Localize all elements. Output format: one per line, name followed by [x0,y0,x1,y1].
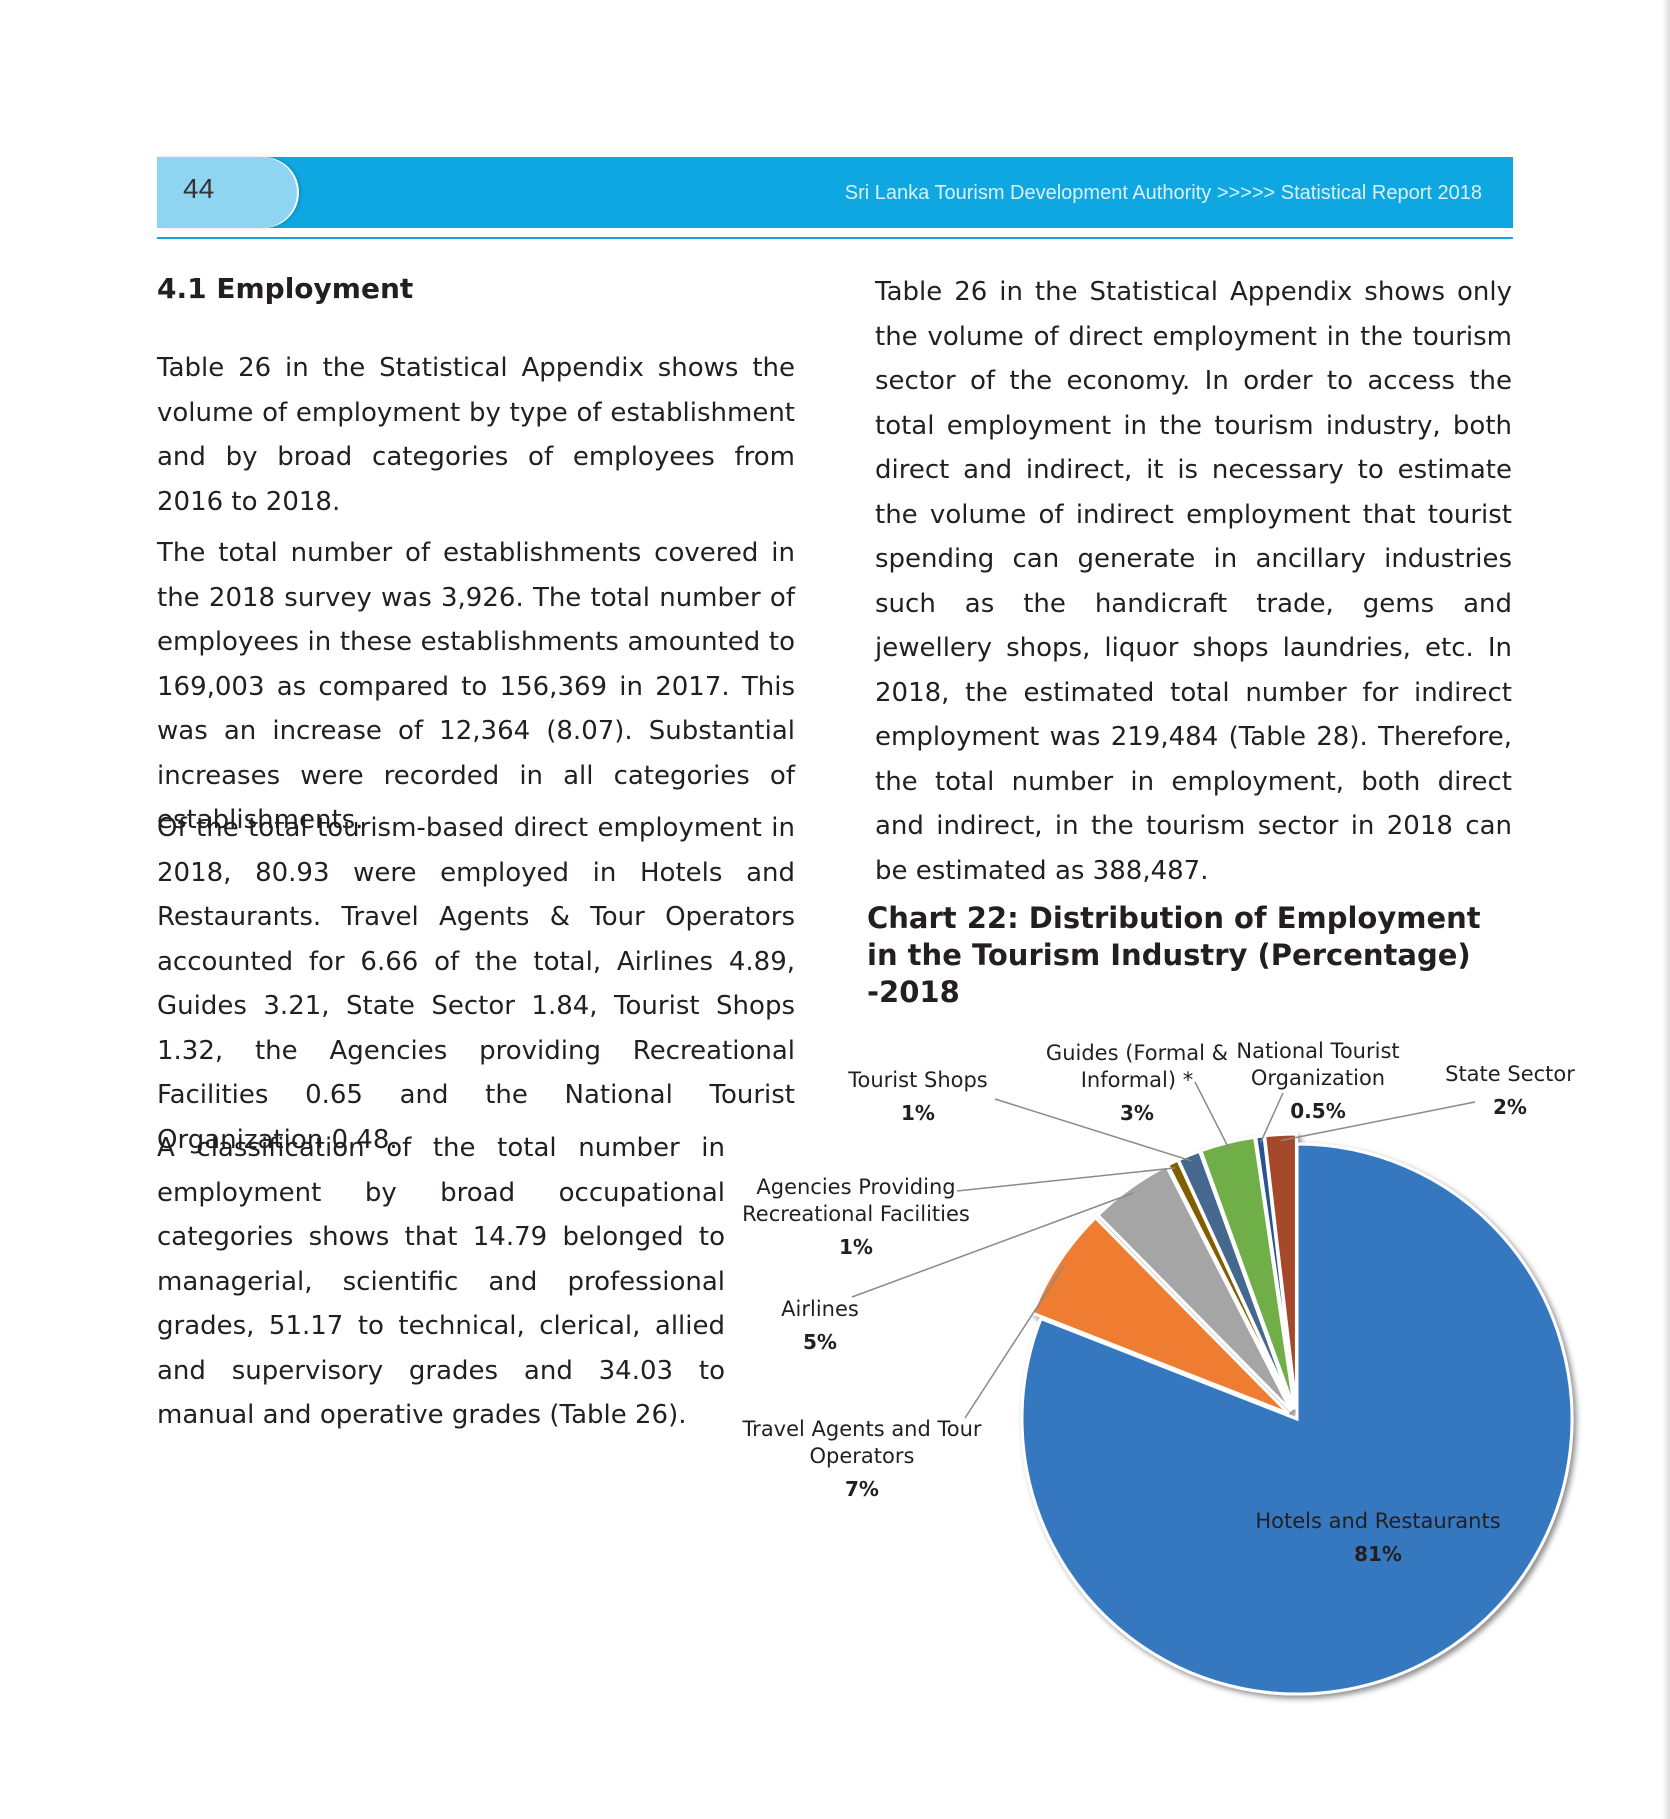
slice-label: Guides (Formal & Informal) * [1046,1041,1228,1092]
slice-label: National Tourist Organization [1236,1039,1399,1090]
slice-percent-label: 7% [845,1477,879,1501]
slice-label: Tourist Shops [847,1068,988,1092]
slice-percent-label: 1% [901,1101,935,1125]
left-paragraph-4: A classification of the total number in … [157,1133,725,1430]
header-bar [157,157,1513,228]
slice-percent-label: 0.5% [1290,1099,1345,1123]
page-number: 44 [183,173,215,204]
leader-line [994,1098,1192,1162]
leader-line [1194,1081,1230,1149]
pie-slice-travel-agents-and-tour-operators [1030,1215,1290,1415]
pie-slice-hotels-and-restaurants [1020,1142,1574,1696]
slice-percent-label: 5% [803,1330,837,1354]
slice-label: Agencies Providing Recreational Facilitie… [742,1175,970,1226]
leader-line [1280,1101,1476,1142]
slice-percent-label: 81% [1354,1542,1402,1566]
leader-line [851,1192,1135,1298]
slice-label: Hotels and Restaurants [1255,1509,1500,1533]
pie-slice-airlines [1095,1163,1293,1412]
running-title: Sri Lanka Tourism Development Authority … [844,182,1482,204]
left-paragraph-1: Table 26 in the Statistical Appendix sho… [157,353,795,517]
page-number-tab [157,157,297,228]
slice-label: State Sector [1445,1062,1575,1086]
slice-label: Airlines [781,1297,859,1321]
header-rule [157,237,1513,239]
section-title: 4.1 Employment [157,272,414,305]
page-edge-shadow [1662,0,1670,1819]
right-paragraph-1: Table 26 in the Statistical Appendix sho… [875,277,1512,886]
left-paragraph-2: The total number of establishments cover… [157,538,795,835]
leader-line [956,1167,1176,1192]
chart-title: Chart 22: Distribution of Employment in … [867,901,1481,1009]
leader-line [1259,1092,1284,1143]
slice-percent-label: 1% [839,1235,873,1259]
left-paragraph-3: Of the total tourism-based direct employ… [157,813,795,1155]
leader-line [964,1265,1065,1419]
pie-slice-state-sector [1263,1132,1298,1410]
slice-percent-label: 2% [1493,1095,1527,1119]
slice-label: Travel Agents and Tour Operators [741,1417,981,1468]
slice-percent-label: 3% [1120,1101,1154,1125]
